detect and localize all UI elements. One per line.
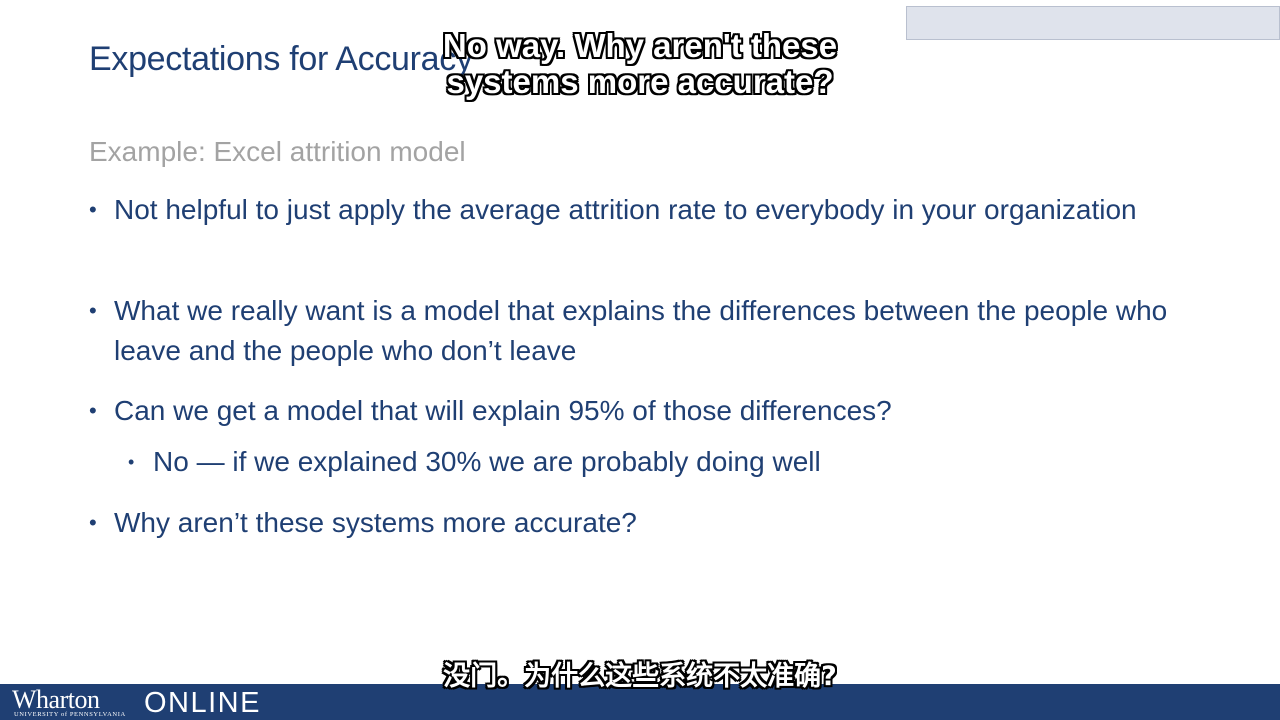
- english-caption-line: systems more accurate?: [446, 63, 834, 100]
- english-subtitle-caption: No way. Why aren't these systems more ac…: [0, 28, 1280, 100]
- sub-bullet-item: • No — if we explained 30% we are probab…: [128, 442, 1128, 482]
- sub-bullet-icon: •: [128, 452, 135, 472]
- bullet-icon: •: [89, 197, 97, 222]
- bullet-text: Can we get a model that will explain 95%…: [114, 395, 892, 426]
- bullet-item: • Can we get a model that will explain 9…: [89, 391, 1169, 431]
- bullet-item: • Why aren’t these systems more accurate…: [89, 503, 1169, 543]
- sub-bullet-text: No — if we explained 30% we are probably…: [153, 446, 821, 477]
- bullet-text: Why aren’t these systems more accurate?: [114, 507, 637, 538]
- bullet-icon: •: [89, 298, 97, 323]
- slide-title: Expectations for Accuracy: [89, 40, 473, 78]
- logo-online-text: ONLINE: [144, 687, 261, 719]
- footer-bar: Wharton UNIVERSITY of PENNSYLVANIA ONLIN…: [0, 684, 1280, 720]
- bullet-item: • Not helpful to just apply the average …: [89, 190, 1169, 230]
- bullet-icon: •: [89, 510, 97, 535]
- corner-overlay-box: [906, 6, 1280, 40]
- bullet-item: • What we really want is a model that ex…: [89, 291, 1169, 371]
- logo-wharton-text: Wharton: [12, 685, 100, 714]
- slide-subtitle: Example: Excel attrition model: [89, 136, 466, 167]
- bullet-icon: •: [89, 398, 97, 423]
- bullet-text: Not helpful to just apply the average at…: [114, 194, 1137, 225]
- bullet-text: What we really want is a model that expl…: [114, 295, 1168, 366]
- english-caption-line: No way. Why aren't these: [442, 27, 838, 64]
- logo-university-text: UNIVERSITY of PENNSYLVANIA: [14, 711, 126, 718]
- chinese-subtitle-caption: 没门。为什么这些系统不太准确?: [443, 661, 837, 692]
